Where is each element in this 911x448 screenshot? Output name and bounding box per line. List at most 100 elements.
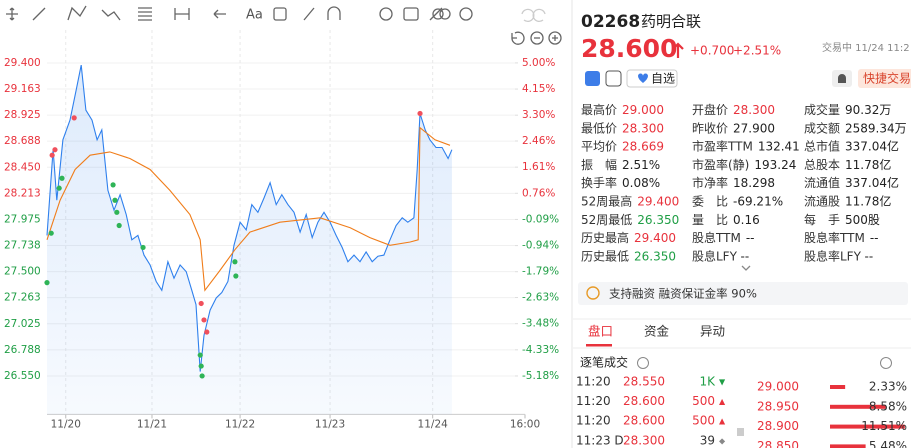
stat: 成交额 2589.34万 [804, 120, 907, 135]
watch-button[interactable] [626, 69, 678, 88]
fib-tool[interactable] [138, 7, 152, 21]
book-bar [830, 385, 846, 389]
tab[interactable]: 异动 [700, 324, 725, 339]
expand-chevron[interactable] [741, 265, 751, 271]
sync-tool[interactable] [379, 7, 393, 21]
measure-tool[interactable] [174, 8, 190, 20]
stat-value: 132.41 [758, 139, 800, 153]
stat-value: 11.78亿 [845, 156, 891, 171]
arrow-tool[interactable] [213, 9, 226, 19]
reset-zoom[interactable] [511, 31, 525, 45]
stat: 平均价 28.669 [581, 139, 664, 153]
book-price: 28.850 [757, 439, 799, 448]
stat: 总市值 337.04亿 [804, 138, 899, 153]
undo-redo[interactable] [521, 8, 546, 23]
magnet-tool[interactable] [327, 6, 341, 20]
stat: 股息TTM -- [692, 230, 754, 245]
book-price: 28.950 [757, 399, 799, 413]
stat-value: 18.298 [733, 176, 775, 190]
line-tool[interactable] [32, 7, 46, 21]
doc-icon[interactable] [605, 70, 622, 87]
stat-label: 历史最低 [581, 249, 629, 263]
trade-dot [56, 185, 62, 191]
x-tick-label: 16:00 [510, 418, 540, 430]
trade-dot [114, 209, 120, 215]
stat: 最高价 29.000 [581, 102, 664, 117]
settings[interactable] [459, 7, 473, 21]
stock-code: 02268 [581, 12, 640, 32]
tab[interactable]: 盘口 [588, 324, 613, 339]
y2-tick-label: -0.94% [522, 240, 559, 252]
y2-tick-label: 0.76% [522, 187, 555, 199]
y-tick-label: 28.688 [4, 135, 41, 147]
pen-tool[interactable] [303, 7, 315, 21]
stat: 股息率LFY -- [804, 248, 873, 263]
trade-time: 11:20 [576, 375, 611, 389]
trade-dot [71, 115, 77, 121]
info-icon[interactable] [880, 357, 892, 369]
price-chart: 29.400 29.163 28.925 28.688 28.450 28.213 27.9… [4, 30, 559, 430]
bell-icon [837, 74, 847, 83]
stat: 昨收价 27.900 [692, 121, 775, 135]
note-tool[interactable] [273, 7, 287, 21]
stat-label: 平均价 [581, 139, 617, 153]
stat-label: 振 幅 [581, 156, 617, 171]
quick-trade-button[interactable] [858, 69, 911, 88]
move-tool[interactable] [6, 7, 18, 21]
y2-tick-label: -5.18% [522, 370, 559, 382]
stat-label: 总市值 [804, 138, 840, 153]
text-tool[interactable]: Aa [246, 8, 263, 23]
lock-tool[interactable] [403, 7, 419, 21]
watch-label[interactable]: 自选 [651, 72, 675, 86]
quick-trade-label[interactable]: 快捷交易 [863, 71, 911, 86]
stat-label: 52周最高 [581, 193, 632, 208]
stat: 市净率 18.298 [692, 175, 775, 190]
stat: 总股本 11.78亿 [804, 156, 891, 171]
book-bar [830, 444, 866, 448]
book-price: 28.900 [757, 419, 799, 433]
polyline-tool[interactable] [67, 5, 87, 21]
view-toggle-2[interactable] [439, 8, 451, 20]
y-tick-label: 29.163 [4, 83, 41, 95]
y2-tick-label: 3.30% [522, 109, 555, 121]
stat: 每 手 500股 [804, 211, 880, 226]
trade-time: 11:20 [576, 394, 611, 408]
trade-dot [44, 280, 50, 286]
stat: 成交量 90.32万 [804, 102, 891, 117]
toolbar: Aa [6, 5, 562, 45]
stat-value: 500股 [845, 212, 880, 226]
y-tick-label: 27.500 [4, 266, 41, 278]
view-toggle[interactable] [432, 8, 444, 20]
y-tick-label: 27.025 [4, 318, 41, 330]
zoom-out[interactable] [530, 31, 544, 45]
trade-price: 28.300 [623, 433, 665, 447]
trade-dot [110, 182, 116, 188]
stat-value: 29.400 [637, 194, 679, 208]
trade-dot [59, 175, 65, 181]
stat-label: 总股本 [804, 157, 840, 171]
stat: 开盘价 28.300 [692, 102, 775, 117]
stat-label: 流通股 [804, 194, 840, 208]
wave-tool[interactable] [101, 9, 121, 21]
tag-icon[interactable] [585, 71, 600, 86]
y-tick-label: 28.213 [4, 187, 41, 199]
stat: 历史最高 29.400 [581, 230, 676, 245]
tab[interactable]: 资金 [644, 324, 670, 339]
book-share: 11.51% [861, 419, 907, 433]
book-bar [830, 424, 905, 429]
stat-label: 开盘价 [692, 102, 728, 117]
info-icon[interactable] [637, 357, 649, 369]
stat: 换手率 0.08% [581, 175, 660, 190]
y2-tick-label: -4.33% [522, 344, 559, 356]
stat: 股息率TTM -- [804, 230, 878, 245]
zoom-in[interactable] [548, 31, 562, 45]
y-tick-label: 27.738 [4, 239, 41, 251]
y2-tick-label: -2.63% [522, 292, 559, 304]
scrollbar[interactable] [737, 428, 744, 436]
trade-volume: 500 [692, 414, 715, 428]
trade-dot [232, 259, 238, 265]
trade-time: 11:20 [576, 414, 611, 428]
quote-panel: 02268 药明合联 28.600 +0.700 +2.51% 交易中 11/2… [573, 12, 911, 448]
book-share: 5.48% [869, 439, 907, 448]
stat-value: 193.24 [754, 157, 796, 171]
